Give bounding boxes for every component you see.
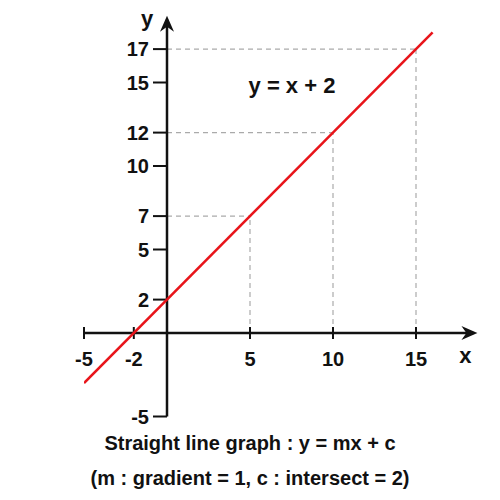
series-group — [84, 32, 433, 383]
y-tick-label: 15 — [127, 72, 149, 94]
x-tick — [332, 327, 334, 339]
y-tick-label: 12 — [127, 122, 149, 144]
x-axis-label: x — [459, 343, 472, 368]
guide-vertical — [415, 49, 416, 333]
y-tick — [153, 165, 167, 167]
y-tick — [153, 215, 167, 217]
chart-svg: -5 -2 5 10 15 -5 2 5 7 10 12 15 17 x y y = x + 2 Straigh… — [0, 0, 500, 500]
caption-line: (m : gradient = 1, c : intersect = 2) — [91, 467, 410, 489]
chart-root: -5 -2 5 10 15 -5 2 5 7 10 12 15 17 x y y = x + 2 Straigh… — [0, 0, 500, 500]
guide-vertical — [249, 216, 250, 333]
y-tick — [153, 249, 167, 251]
y-tick — [153, 132, 167, 134]
x-tick-label: -5 — [75, 348, 93, 370]
y-tick-label: 7 — [138, 205, 149, 227]
annotation: y = x + 2 — [249, 73, 336, 98]
y-tick-label: 2 — [138, 289, 149, 311]
x-tick-label: 5 — [244, 348, 255, 370]
x-tick-label: -2 — [125, 348, 143, 370]
x-tick — [249, 327, 251, 339]
x-tick — [415, 327, 417, 339]
y-tick — [153, 416, 167, 418]
x-tick-label: 15 — [405, 348, 427, 370]
series-line — [84, 32, 433, 383]
x-tick-label: 10 — [322, 348, 344, 370]
guide-lines — [167, 49, 416, 333]
x-tick — [83, 327, 85, 339]
y-tick — [153, 48, 167, 50]
guide-vertical — [332, 133, 333, 333]
y-tick-label: 10 — [127, 155, 149, 177]
y-tick — [153, 82, 167, 84]
y-tick-label: 5 — [138, 239, 149, 261]
guide-horizontal — [167, 132, 333, 133]
guide-horizontal — [167, 48, 416, 49]
caption-line: Straight line graph : y = mx + c — [104, 432, 395, 454]
x-arrow — [461, 326, 477, 340]
guide-horizontal — [167, 216, 250, 217]
y-tick-label: 17 — [127, 38, 149, 60]
y-axis-label: y — [141, 6, 154, 31]
y-arrow — [160, 16, 174, 32]
y-tick-label: -5 — [131, 406, 149, 428]
y-axis — [166, 20, 169, 417]
